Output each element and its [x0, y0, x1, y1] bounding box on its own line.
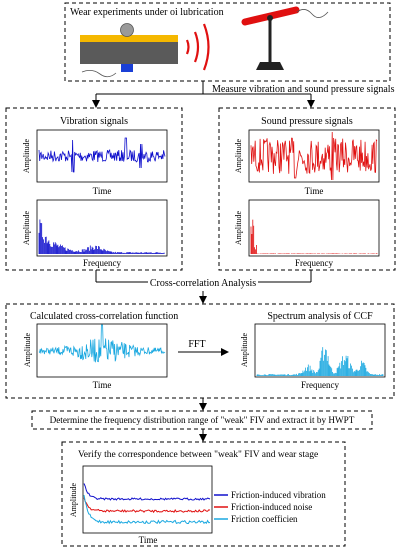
spectrum-title: Spectrum analysis of CCF: [267, 311, 373, 322]
ccf-ylabel: Amplitude: [23, 332, 32, 367]
hwpt-box: [31, 410, 373, 430]
vibration-spectrum: [38, 219, 165, 254]
sound-spectrum: [250, 219, 378, 254]
vibration-time-trace: [38, 137, 166, 173]
fft-label: FFT: [188, 339, 205, 350]
noise-curve: [83, 497, 211, 514]
vibration-time-axes: [36, 129, 168, 183]
sound-freq-xlabel: Frequency: [295, 258, 333, 268]
sound-time-axes: [248, 129, 380, 183]
legend-noise: Friction-induced noise: [231, 502, 312, 512]
verify-xlabel: Time: [139, 535, 158, 545]
sound-time-trace: [250, 131, 378, 181]
sound-title: Sound pressure signals: [261, 116, 353, 127]
vibration-freq-xlabel: Frequency: [83, 258, 121, 268]
step1-label: Measure vibration and sound pressure sig…: [212, 84, 395, 95]
spectrum-xlabel: Frequency: [301, 380, 339, 390]
verify-axes: [82, 465, 213, 534]
step3-label: Determine the frequency distribution ran…: [50, 415, 355, 425]
ccf-title: Calculated cross-correlation function: [30, 311, 178, 322]
pin-on-disc-icon: [80, 23, 178, 78]
vibration-time-xlabel: Time: [93, 186, 112, 196]
sound-freq-ylabel: Amplitude: [234, 210, 243, 245]
vibration-freq-ylabel: Amplitude: [22, 210, 31, 245]
sound-box: [218, 107, 396, 271]
experiment-box: [64, 2, 391, 82]
spectrum-axes: [254, 323, 386, 378]
verify-legend: Friction-induced vibration Friction-indu…: [214, 490, 326, 524]
spectrum-ylabel: Amplitude: [240, 332, 249, 367]
step2-label: Cross-correlation Analysis: [150, 278, 256, 289]
ccf-box: [5, 303, 395, 399]
vibration-time-ylabel: Amplitude: [22, 138, 31, 173]
sound-wave-icon: [185, 23, 210, 71]
vibration-title: Vibration signals: [60, 116, 128, 127]
legend-friction: Friction coefficien: [231, 514, 298, 524]
vibration-box: [5, 107, 183, 271]
sound-time-xlabel: Time: [305, 186, 324, 196]
friction-curve: [83, 495, 211, 525]
legend-vibration: Friction-induced vibration: [231, 490, 326, 500]
microphone-icon: [241, 6, 329, 70]
vibration-freq-axes: [36, 199, 168, 257]
ccf-axes: [36, 323, 168, 378]
sound-time-ylabel: Amplitude: [234, 138, 243, 173]
verify-ylabel: Amplitude: [69, 482, 78, 517]
experiment-title: Wear experiments under oi lubrication: [70, 7, 224, 18]
sound-freq-axes: [248, 199, 380, 257]
ccf-xlabel: Time: [93, 380, 112, 390]
ccf-trace: [38, 324, 166, 363]
ccf-spectrum: [256, 347, 384, 376]
verify-title: Verify the correspondence between "weak"…: [78, 449, 318, 460]
verify-box: [61, 441, 346, 547]
vibration-curve: [83, 483, 211, 501]
